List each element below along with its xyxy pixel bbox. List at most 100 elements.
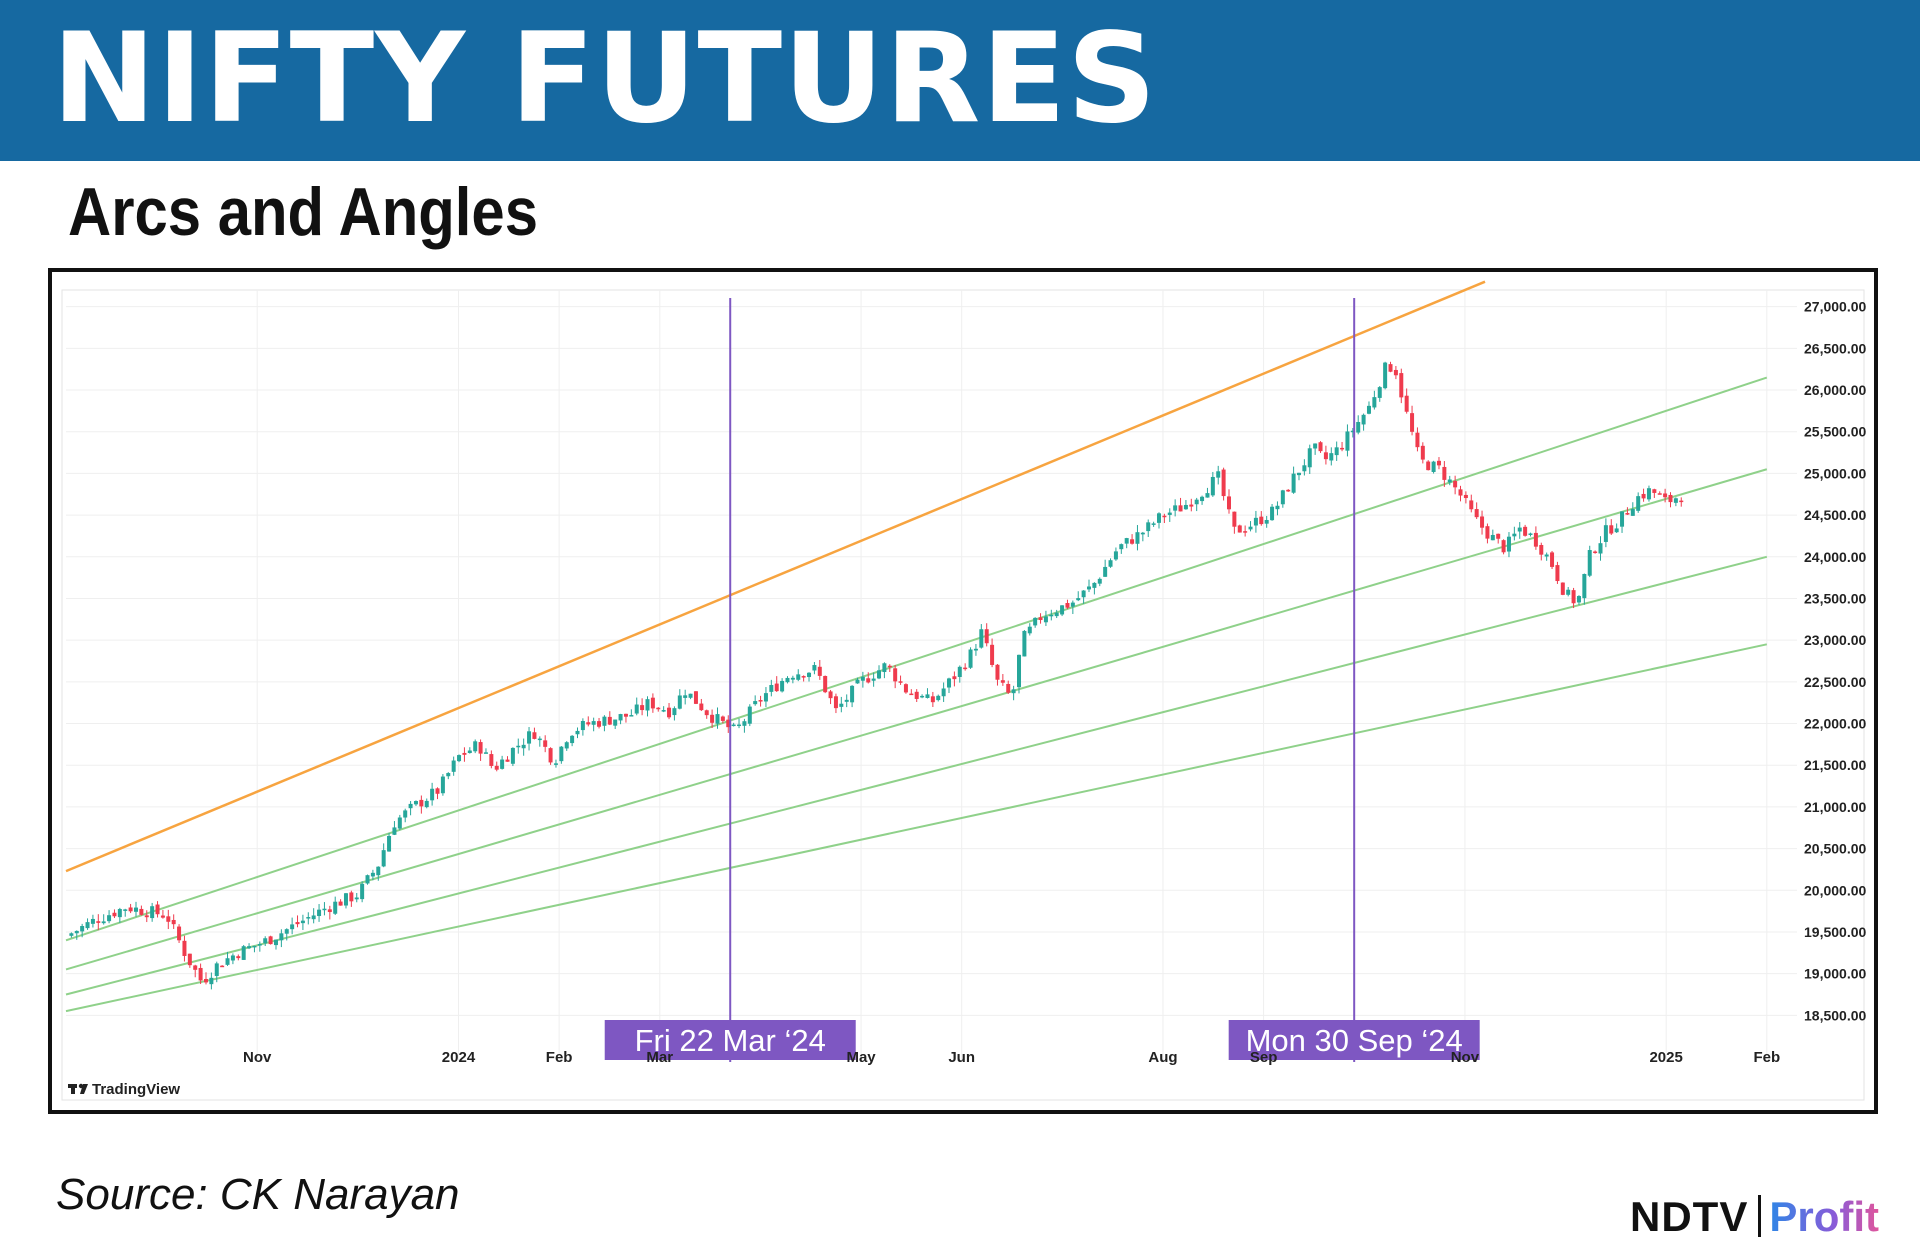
up-candle: [230, 953, 235, 965]
trend-lines: [65, 280, 1768, 1013]
candle-body: [839, 703, 844, 707]
candle-body: [1496, 533, 1501, 539]
down-candle: [710, 709, 715, 729]
candle-body: [704, 710, 709, 716]
down-candle: [1286, 489, 1291, 492]
candle-body: [553, 763, 558, 765]
up-candle: [968, 647, 973, 669]
candle-body: [828, 691, 833, 699]
candle-body: [413, 801, 418, 805]
down-candle: [1436, 457, 1441, 470]
candle-body: [494, 765, 499, 770]
candle-body: [1630, 509, 1635, 516]
down-candle: [128, 903, 133, 914]
up-candle: [1620, 511, 1625, 533]
down-candle: [930, 691, 935, 708]
up-candle: [322, 902, 327, 916]
candle-body: [268, 936, 273, 945]
down-candle: [1533, 526, 1538, 550]
candle-body: [1286, 489, 1291, 492]
candle-body: [457, 755, 462, 762]
candle-body: [661, 710, 666, 712]
candle-body: [925, 694, 930, 698]
candle-body: [1162, 515, 1167, 518]
candle-body: [139, 908, 144, 915]
candle-body: [90, 918, 95, 924]
up-candle: [1334, 441, 1339, 461]
candle-body: [1253, 517, 1258, 526]
up-candle: [1356, 415, 1361, 435]
candle-body: [629, 715, 634, 717]
down-candle: [1340, 441, 1345, 452]
up-candle: [1614, 523, 1619, 534]
up-candle: [769, 679, 774, 697]
up-candle: [844, 694, 849, 708]
candle-body: [101, 921, 106, 924]
candle-body: [936, 695, 941, 701]
candle-body: [963, 667, 968, 670]
candle-body: [688, 693, 693, 698]
up-candle: [1377, 386, 1382, 402]
up-candle: [290, 917, 295, 935]
up-candle: [1566, 586, 1571, 597]
candle-body: [387, 835, 392, 852]
up-candle: [839, 696, 844, 713]
up-candle: [1081, 590, 1086, 604]
down-candle: [1038, 613, 1043, 624]
candle-body: [182, 940, 187, 956]
candle-body: [483, 752, 488, 754]
up-candle: [731, 722, 736, 727]
candle-body: [1582, 573, 1587, 599]
candle-body: [1517, 527, 1522, 532]
candle-body: [871, 678, 876, 681]
candle-body: [306, 917, 311, 919]
down-candle: [893, 665, 898, 689]
down-candle: [952, 671, 957, 687]
down-candle: [1130, 534, 1135, 545]
up-candle: [1270, 504, 1275, 521]
up-candle: [790, 675, 795, 684]
candle-body: [419, 799, 424, 807]
down-candle: [640, 698, 645, 716]
up-candle: [1350, 427, 1355, 438]
up-candle: [925, 688, 930, 699]
tradingview-logo-icon: [68, 1083, 88, 1094]
candle-body: [855, 679, 860, 684]
candle-body: [236, 956, 241, 959]
y-tick-label: 20,500.00: [1804, 841, 1866, 857]
up-candle: [763, 687, 768, 708]
up-candle: [107, 910, 112, 924]
candle-body: [1038, 617, 1043, 621]
up-candle: [882, 662, 887, 679]
down-candle: [667, 702, 672, 720]
up-candle: [1043, 610, 1048, 626]
candle-body: [1512, 533, 1517, 537]
down-candle: [1453, 475, 1458, 495]
candle-body: [753, 701, 758, 705]
candle-body: [1501, 540, 1506, 553]
up-candle: [1097, 577, 1102, 587]
up-candle: [812, 661, 817, 675]
candle-body: [1307, 448, 1312, 468]
candle-body: [785, 677, 790, 683]
candle-body: [1243, 531, 1248, 533]
candle-body: [1469, 500, 1474, 510]
up-candle: [311, 908, 316, 924]
candle-body: [1415, 432, 1420, 448]
down-candle: [1226, 489, 1231, 514]
up-candle: [947, 677, 952, 694]
up-candle: [467, 747, 472, 754]
down-candle: [1679, 497, 1684, 507]
candle-body: [586, 722, 591, 725]
candle-body: [295, 922, 300, 925]
up-candle: [440, 774, 445, 796]
up-candle: [1264, 515, 1269, 528]
up-candle: [1108, 558, 1113, 568]
up-candle: [1431, 460, 1436, 474]
down-candle: [1625, 507, 1630, 515]
candle-body: [144, 915, 149, 918]
up-candle: [672, 706, 677, 721]
up-candle: [279, 929, 284, 948]
down-candle: [1318, 441, 1323, 453]
candle-body: [1264, 519, 1269, 524]
